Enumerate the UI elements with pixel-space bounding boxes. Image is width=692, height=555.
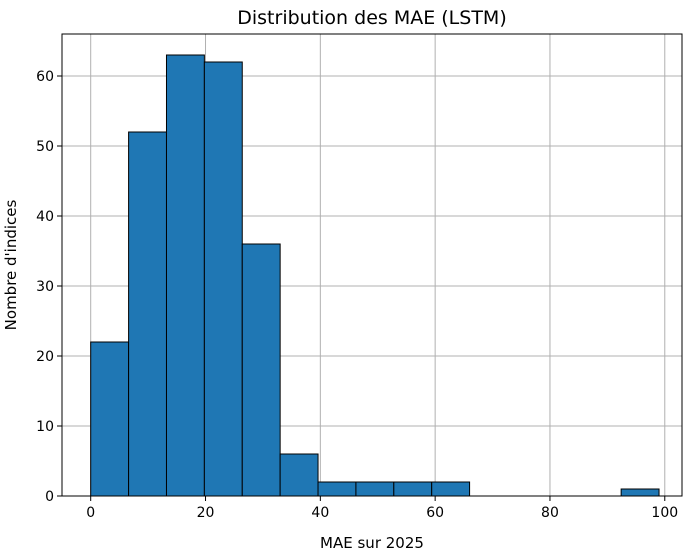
y-tick-label: 20 <box>36 349 54 365</box>
x-tick-label: 80 <box>541 505 559 521</box>
histogram-bar <box>393 481 433 497</box>
y-axis-label: Nombre d'indices <box>2 199 20 330</box>
x-tick-label: 0 <box>86 505 95 521</box>
y-tick-label: 50 <box>36 139 54 155</box>
x-tick-label: 100 <box>651 505 678 521</box>
x-tick-label: 40 <box>311 505 329 521</box>
y-tick-label: 0 <box>45 489 54 505</box>
histogram-bar <box>241 243 281 497</box>
bars <box>90 54 660 497</box>
histogram-bar <box>279 453 319 497</box>
histogram-bar <box>431 481 471 497</box>
x-tick-label: 60 <box>426 505 444 521</box>
y-tick-label: 30 <box>36 279 54 295</box>
y-tick-label: 10 <box>36 419 54 435</box>
histogram-bar <box>317 481 357 497</box>
y-axis: 0 10 20 30 40 50 60 <box>36 69 62 505</box>
y-tick-label: 40 <box>36 209 54 225</box>
y-tick-label: 60 <box>36 69 54 85</box>
x-axis-label: MAE sur 2025 <box>320 534 424 552</box>
histogram-bar <box>128 131 167 497</box>
plot-frame <box>61 33 683 497</box>
chart-title: Distribution des MAE (LSTM) <box>237 7 506 29</box>
histogram-bar <box>90 341 130 497</box>
histogram-bar <box>620 488 660 497</box>
histogram-bar <box>165 54 205 497</box>
x-axis: 0 20 40 60 80 100 <box>86 496 678 521</box>
x-tick-label: 20 <box>197 505 215 521</box>
histogram-bar <box>355 481 395 497</box>
histogram-bar <box>203 61 243 497</box>
